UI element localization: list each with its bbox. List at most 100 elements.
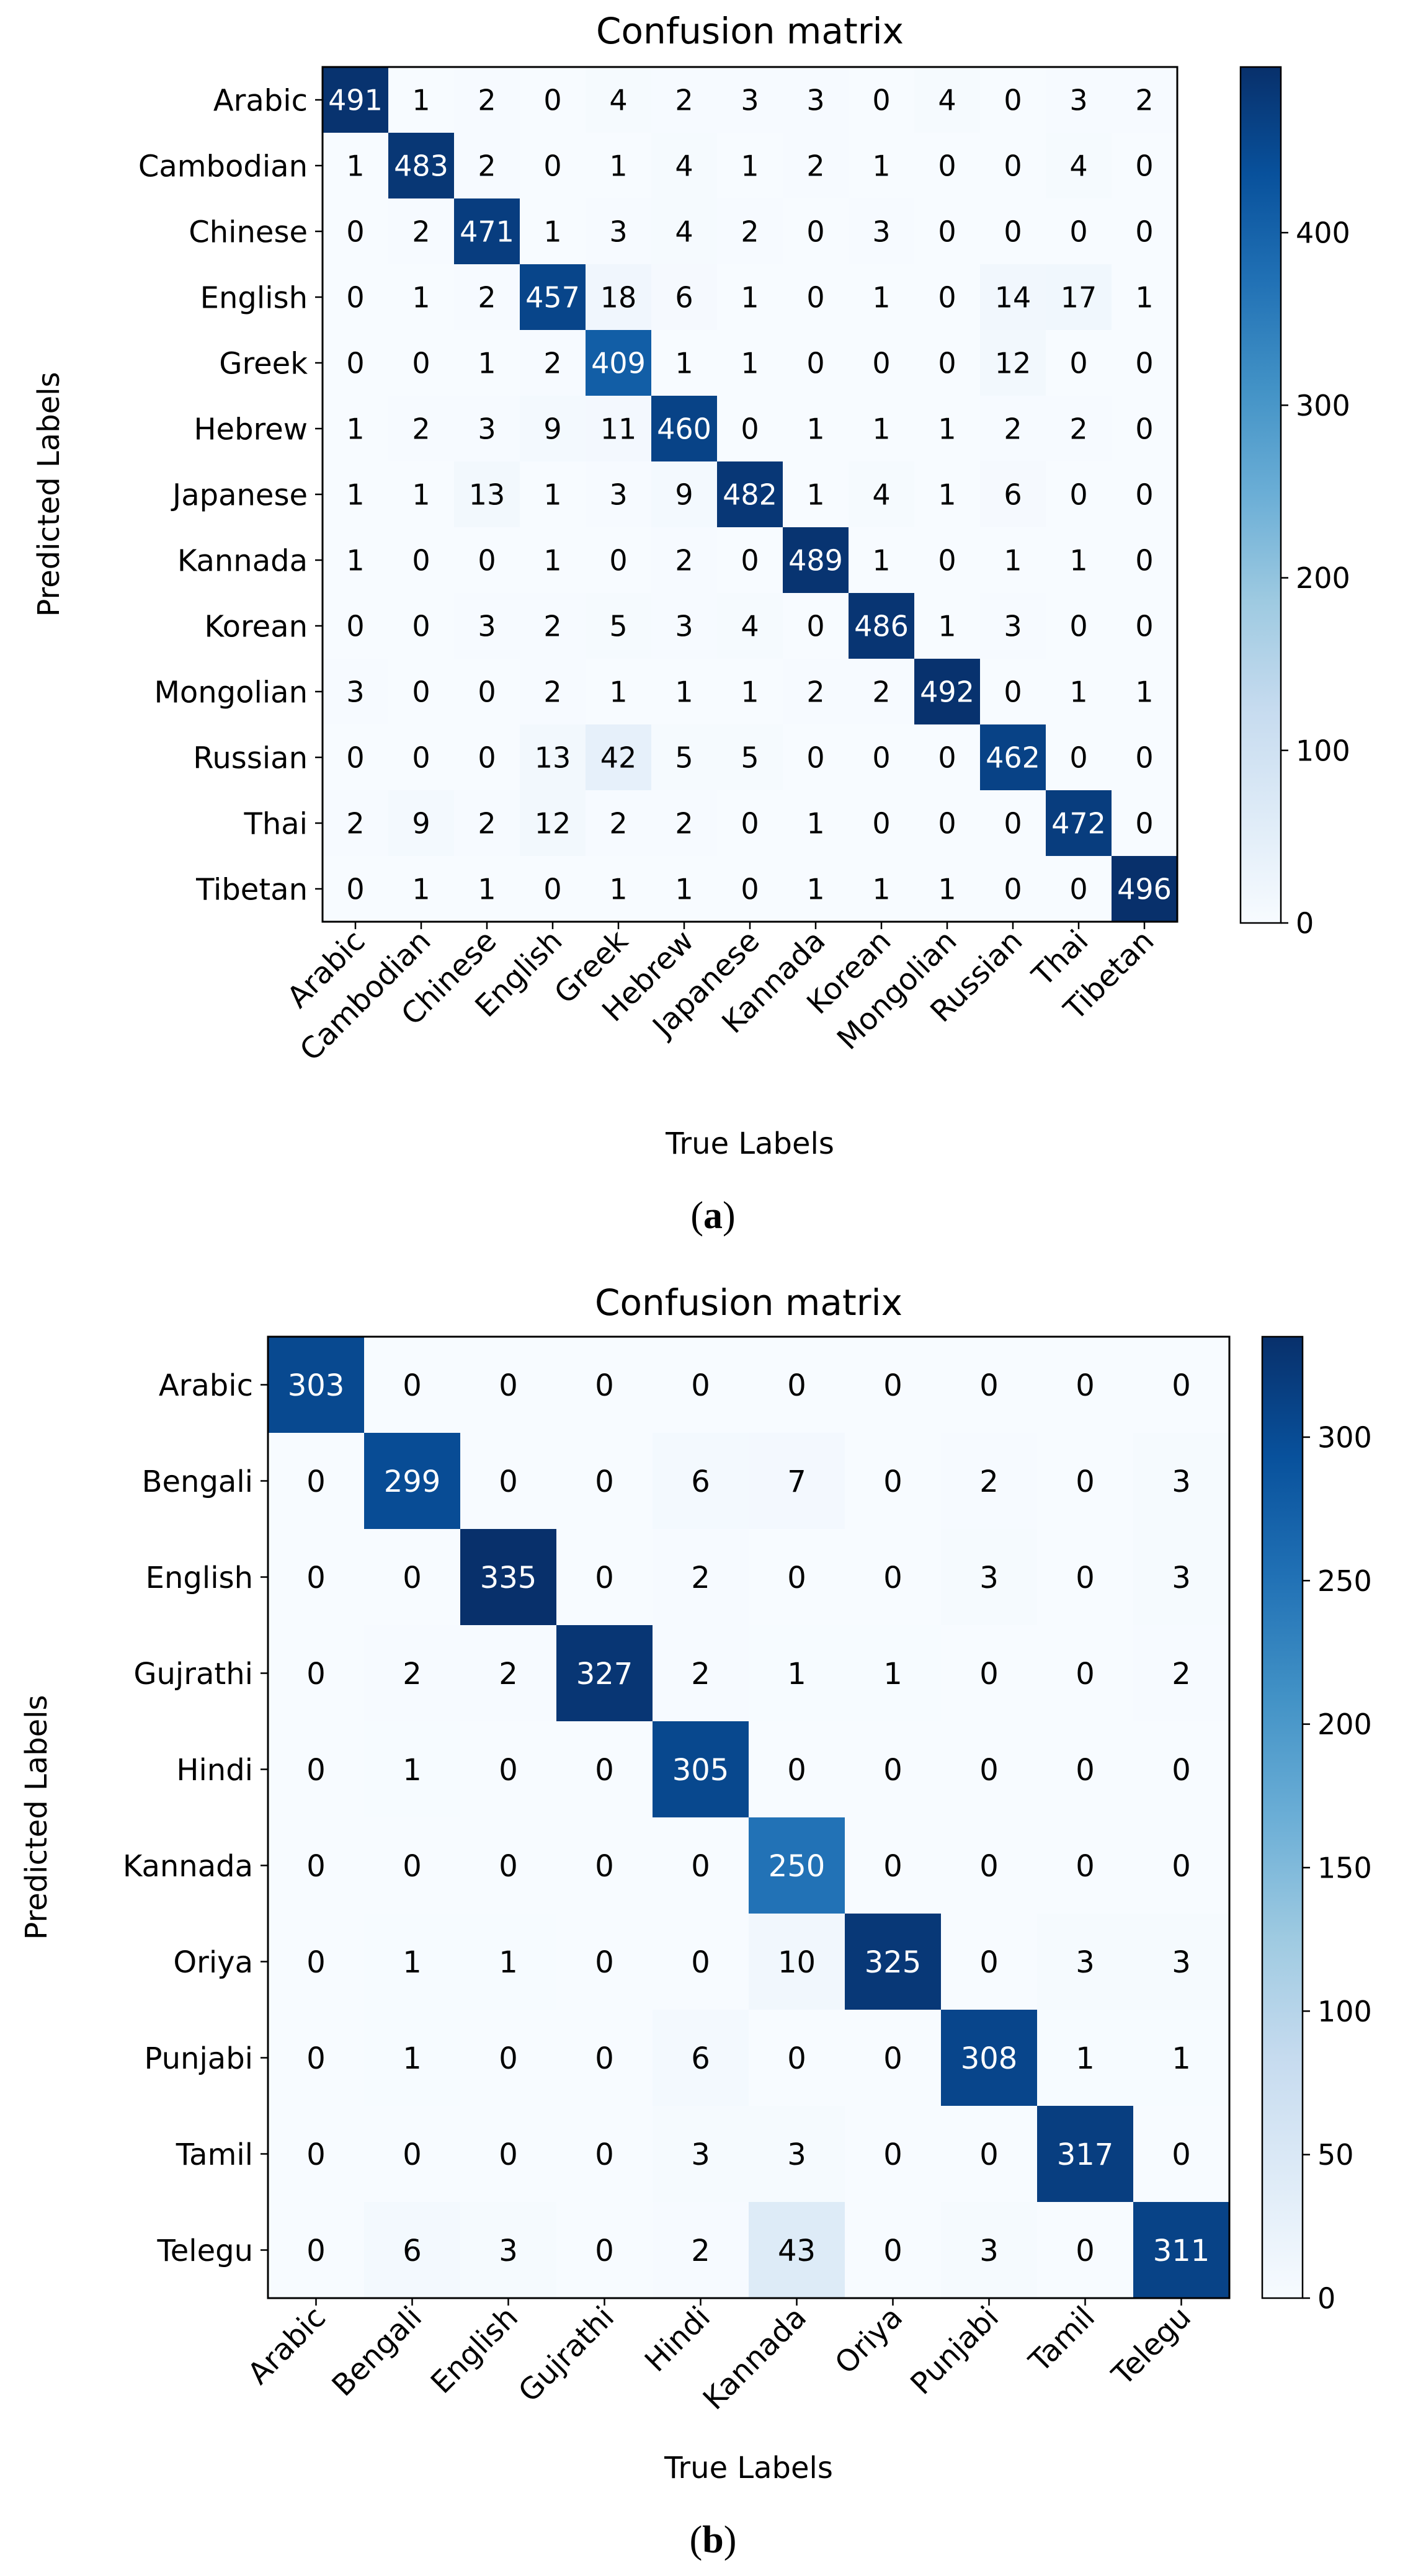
cell-value-label: 42 [600,741,637,775]
cell-value-label: 4 [872,478,890,512]
matrix-cell [914,790,980,856]
matrix-cell [845,1529,941,1625]
cell-value-label: 1 [806,412,824,446]
cell-value-label: 1 [478,873,496,906]
matrix-cell [845,1337,941,1433]
matrix-cell [914,724,980,790]
matrix-cell [651,593,717,659]
x-tick-label: Bengali [326,2300,429,2403]
cell-value-label: 1 [872,281,890,314]
cell-value-label: 1 [1004,544,1022,577]
matrix-cell [1133,1721,1229,1817]
matrix-cell [941,2010,1037,2106]
cell-value-label: 0 [403,1561,422,1595]
cell-value-label: 0 [787,1561,806,1595]
cell-value-label: 0 [595,1753,614,1788]
matrix-cell [980,461,1046,527]
cell-value-label: 0 [1004,149,1022,183]
matrix-cell [845,2106,941,2202]
matrix-cell [1112,593,1177,659]
matrix-cell [783,461,849,527]
matrix-cell [520,527,586,593]
matrix-cell [653,1625,749,1721]
matrix-cell [1046,198,1112,264]
matrix-cell [1133,2106,1229,2202]
cell-value-label: 0 [883,2041,902,2076]
cell-value-label: 0 [1135,478,1153,512]
cell-value-label: 0 [1135,149,1153,183]
cell-value-label: 5 [675,741,693,775]
cell-value-label: 317 [1057,2137,1114,2172]
matrix-cell [520,264,586,330]
cell-value-label: 2 [346,807,364,840]
matrix-cell [460,2010,556,2106]
matrix-cell [845,1817,941,1914]
matrix-cell [364,1721,460,1817]
matrix-cell [460,1817,556,1914]
cell-value-label: 0 [938,281,956,314]
matrix-cell [460,1529,556,1625]
matrix-cell [914,67,980,133]
cell-value-label: 0 [1076,1464,1095,1499]
cell-value-label: 0 [938,741,956,775]
cell-value-label: 0 [609,544,627,577]
matrix-cell [268,1337,364,1433]
y-axis-label: Predicted Labels [32,372,66,617]
matrix-cell [323,724,388,790]
cell-value-label: 0 [595,1945,614,1980]
cell-value-label: 1 [938,873,956,906]
cell-value-label: 0 [412,610,430,643]
matrix-cell [364,1433,460,1529]
matrix-cell [849,724,914,790]
x-tick-label: Tamil [1022,2300,1102,2379]
cell-value-label: 2 [691,1561,710,1595]
cell-value-label: 11 [600,412,637,446]
cell-value-label: 335 [480,1561,537,1595]
matrix-cell [520,659,586,724]
matrix-cell [268,2010,364,2106]
matrix-cell [941,1914,1037,2010]
matrix-cell [1046,264,1112,330]
matrix-cell [1112,330,1177,396]
y-tick-label: Bengali [142,1464,253,1499]
matrix-cell [460,2202,556,2298]
y-tick-label: Hindi [176,1753,253,1788]
y-tick-label: Chinese [189,215,308,249]
cell-value-label: 4 [609,84,627,117]
matrix-cell [1112,461,1177,527]
colorbar-tick-label: 100 [1317,1995,1372,2028]
x-tick-label: Oriya [828,2300,909,2381]
cell-value-label: 1 [403,2041,422,2076]
y-tick-label: Arabic [213,83,308,118]
matrix-cell [586,790,651,856]
cell-value-label: 460 [657,412,711,446]
matrix-cell [653,1337,749,1433]
matrix-cell [980,724,1046,790]
matrix-cell [1037,1914,1133,2010]
matrix-cell [749,1529,845,1625]
cell-value-label: 14 [995,281,1032,314]
cell-value-label: 1 [609,873,627,906]
matrix-cell [717,396,783,461]
cell-value-label: 3 [1069,84,1087,117]
cell-value-label: 1 [346,412,364,446]
matrix-cell [653,2010,749,2106]
matrix-cell [653,2106,749,2202]
cell-value-label: 1 [938,478,956,512]
y-tick-label: Thai [244,806,308,841]
colorbar-tick-label: 100 [1296,734,1350,767]
matrix-cell [364,1914,460,2010]
cell-value-label: 0 [1076,1368,1095,1403]
x-tick-label: Punjabi [904,2300,1005,2402]
cell-value-label: 43 [778,2234,816,2268]
matrix-cell [980,133,1046,198]
cell-value-label: 0 [979,1368,999,1403]
y-tick-label: Punjabi [145,2041,254,2076]
matrix-cell [849,461,914,527]
cell-value-label: 486 [854,610,909,643]
matrix-cell [364,2106,460,2202]
colorbar-frame [1261,1335,1304,2299]
matrix-cell [914,659,980,724]
matrix-cell [586,461,651,527]
cell-value-label: 0 [306,2234,326,2268]
